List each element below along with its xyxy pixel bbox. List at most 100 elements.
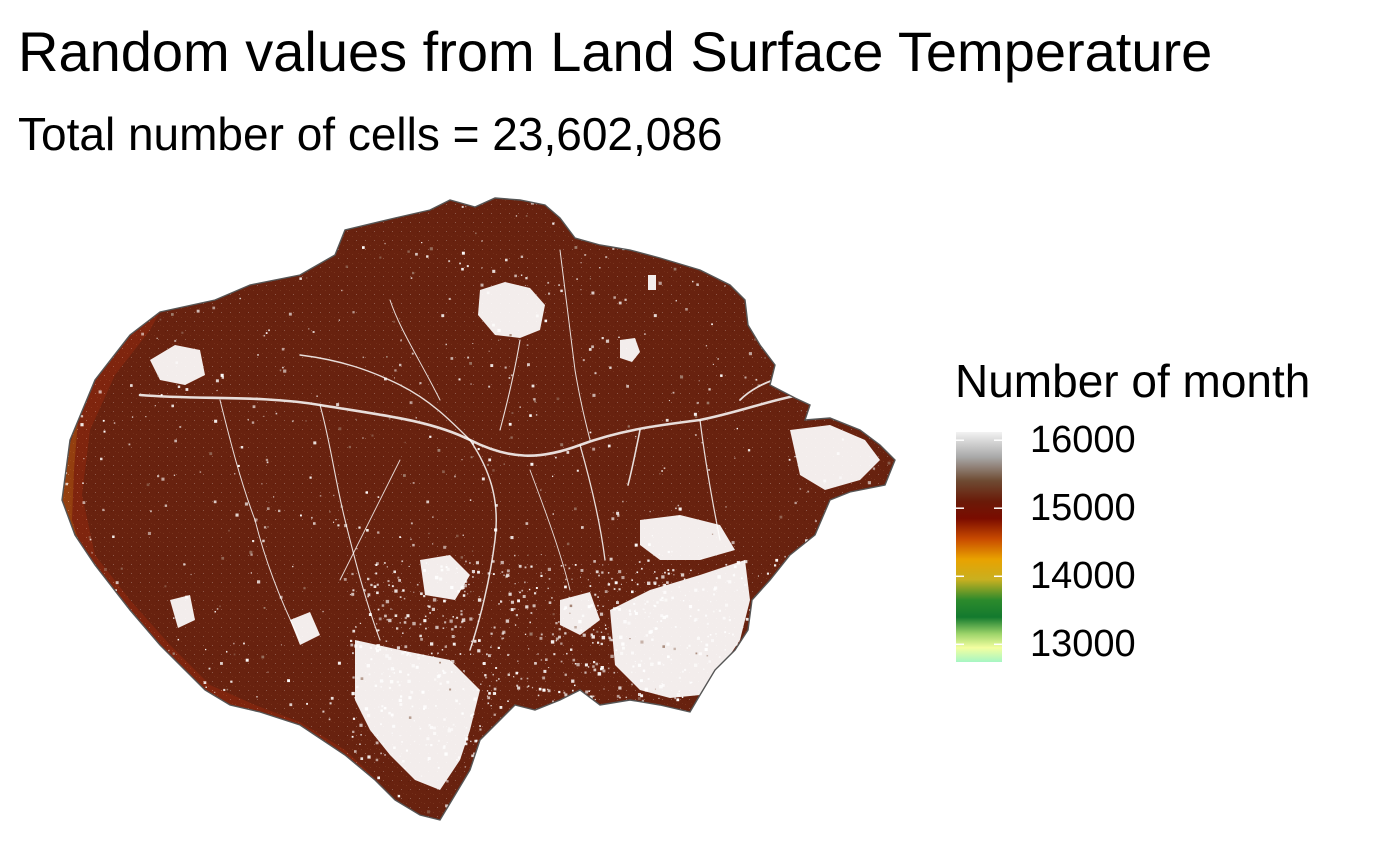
no-data-speck <box>694 617 698 621</box>
no-data-speck <box>384 614 387 618</box>
no-data-speck <box>600 631 603 633</box>
no-data-speck <box>858 201 860 203</box>
no-data-speck <box>766 572 769 575</box>
no-data-speck <box>640 660 643 662</box>
no-data-speck <box>292 565 294 568</box>
no-data-speck <box>731 541 735 545</box>
no-data-speck <box>495 504 498 507</box>
no-data-speck <box>853 578 856 581</box>
legend-tick-label: 13000 <box>1030 623 1136 666</box>
no-data-speck <box>744 583 747 587</box>
no-data-speck <box>477 649 481 653</box>
no-data-speck <box>654 627 658 630</box>
no-data-speck <box>724 632 726 634</box>
no-data-speck <box>521 746 524 750</box>
no-data-speck <box>538 687 542 691</box>
no-data-speck <box>460 613 463 616</box>
no-data-speck <box>498 678 500 680</box>
no-data-speck <box>718 725 722 729</box>
no-data-speck <box>214 419 218 423</box>
no-data-speck <box>486 690 489 692</box>
no-data-speck <box>893 550 895 553</box>
no-data-speck <box>74 361 76 363</box>
no-data-speck <box>548 601 552 604</box>
no-data-speck <box>713 593 715 596</box>
no-data-speck <box>390 649 392 651</box>
no-data-speck <box>352 589 355 592</box>
no-data-speck <box>381 705 384 708</box>
no-data-speck <box>402 632 404 634</box>
no-data-speck <box>115 236 118 239</box>
no-data-speck <box>96 331 100 334</box>
no-data-speck <box>640 679 643 683</box>
no-data-speck <box>311 263 314 267</box>
no-data-speck <box>393 570 396 574</box>
no-data-speck <box>675 300 677 302</box>
no-data-speck <box>180 765 183 767</box>
no-data-speck <box>600 642 603 646</box>
no-data-speck <box>71 353 73 355</box>
no-data-speck <box>843 805 845 807</box>
no-data-speck <box>499 706 503 709</box>
no-data-speck <box>510 374 513 377</box>
no-data-speck <box>288 800 291 803</box>
no-data-speck <box>275 412 278 415</box>
no-data-speck <box>501 725 504 727</box>
no-data-speck <box>728 632 730 634</box>
no-data-speck <box>368 219 371 221</box>
no-data-speck <box>352 676 355 679</box>
no-data-speck <box>754 338 757 341</box>
no-data-speck <box>871 672 875 676</box>
no-data-speck <box>643 721 646 724</box>
no-data-speck <box>423 595 426 598</box>
no-data-speck <box>352 652 354 655</box>
no-data-speck <box>349 594 352 596</box>
no-data-speck <box>391 585 394 588</box>
no-data-speck <box>597 596 599 598</box>
no-data-speck <box>564 745 567 748</box>
no-data-speck <box>229 785 232 788</box>
no-data-speck <box>558 635 561 639</box>
no-data-speck <box>305 420 307 422</box>
no-data-speck <box>540 554 542 556</box>
no-data-speck <box>503 574 505 576</box>
no-data-speck <box>511 719 515 723</box>
no-data-speck <box>735 643 739 646</box>
no-data-speck <box>661 470 663 472</box>
no-data-speck <box>838 737 842 741</box>
no-data-speck <box>862 403 865 406</box>
no-data-speck <box>612 511 615 514</box>
no-data-speck <box>741 697 744 700</box>
no-data-speck <box>607 583 611 586</box>
no-data-speck <box>540 659 543 661</box>
no-data-speck <box>628 609 631 612</box>
no-data-speck <box>124 750 126 752</box>
no-data-speck <box>408 565 410 567</box>
no-data-speck <box>352 311 355 314</box>
no-data-speck <box>76 205 78 207</box>
no-data-speck <box>510 808 512 810</box>
no-data-speck <box>663 467 666 469</box>
no-data-speck <box>432 543 434 545</box>
no-data-speck <box>574 564 577 566</box>
no-data-speck <box>157 674 159 676</box>
no-data-speck <box>156 709 159 712</box>
no-data-speck <box>580 733 584 737</box>
no-data-speck <box>525 744 528 747</box>
no-data-speck <box>407 679 411 683</box>
no-data-speck <box>470 740 472 743</box>
no-data-speck <box>322 710 325 713</box>
no-data-speck <box>518 564 522 568</box>
no-data-speck <box>595 662 599 666</box>
no-data-speck <box>375 758 379 762</box>
no-data-speck <box>359 743 361 745</box>
no-data-speck <box>848 629 851 632</box>
no-data-speck <box>626 384 629 388</box>
no-data-speck <box>682 600 685 602</box>
no-data-speck <box>196 309 200 313</box>
no-data-speck <box>131 225 135 229</box>
no-data-speck <box>424 615 427 618</box>
no-data-speck <box>593 668 597 672</box>
no-data-speck <box>396 680 400 684</box>
no-data-speck <box>343 578 347 581</box>
